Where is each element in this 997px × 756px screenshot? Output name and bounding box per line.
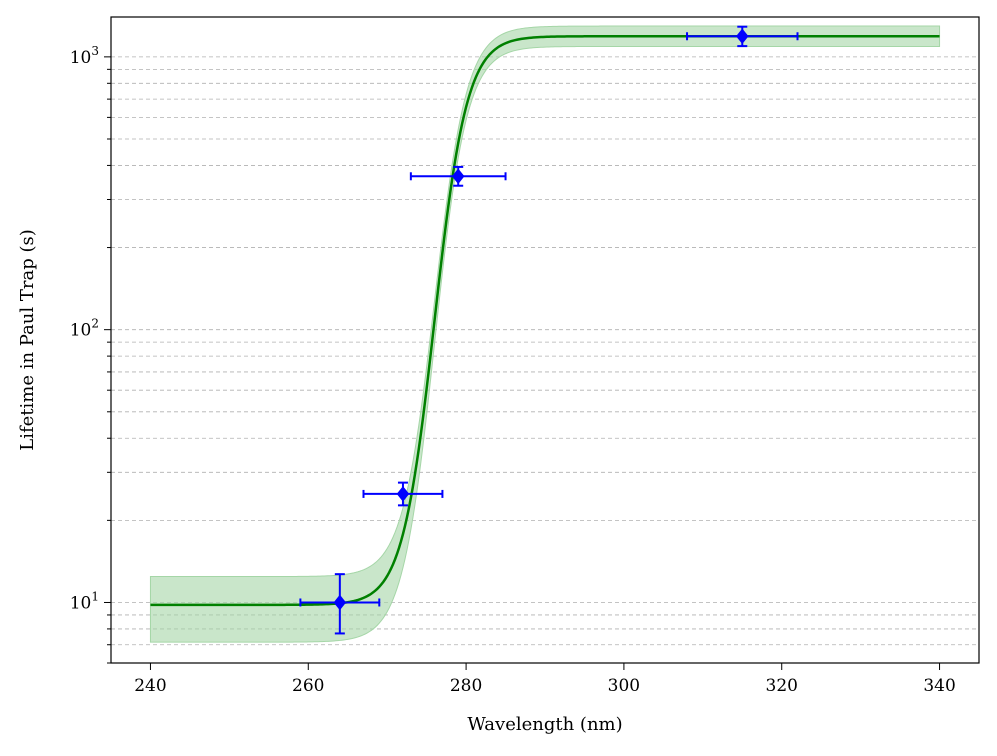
y-axis-label: Lifetime in Paul Trap (s) xyxy=(17,229,38,451)
fit-band-area xyxy=(149,25,941,643)
data-point-marker xyxy=(333,594,347,611)
y-tick-label: 101 xyxy=(70,589,99,613)
x-tick-label: 260 xyxy=(292,676,324,696)
data-points xyxy=(299,25,799,635)
data-point-marker xyxy=(451,168,465,185)
fit-curve xyxy=(150,35,940,607)
fit-line xyxy=(150,35,940,607)
x-tick-label: 240 xyxy=(134,676,166,696)
y-tick-label: 103 xyxy=(70,44,99,68)
data-point-group xyxy=(362,481,444,507)
x-axis-label: Wavelength (nm) xyxy=(467,714,622,735)
x-tick-label: 280 xyxy=(450,676,482,696)
data-point-group xyxy=(686,25,799,48)
x-tick-label: 320 xyxy=(766,676,798,696)
plot-frame xyxy=(110,16,980,664)
data-point-marker xyxy=(396,486,410,502)
x-tick-label: 300 xyxy=(608,676,640,696)
grid-lines xyxy=(111,56,979,664)
data-point-marker xyxy=(736,28,749,45)
x-axis-ticks: 240 260 280 300 320 340 xyxy=(134,663,956,696)
data-point-group xyxy=(409,165,507,187)
y-tick-label: 102 xyxy=(70,317,99,341)
y-axis-ticks: 101 102 103 xyxy=(70,44,111,664)
fit-confidence-band xyxy=(149,25,941,643)
data-point-group xyxy=(299,573,381,635)
x-tick-label: 340 xyxy=(923,676,955,696)
